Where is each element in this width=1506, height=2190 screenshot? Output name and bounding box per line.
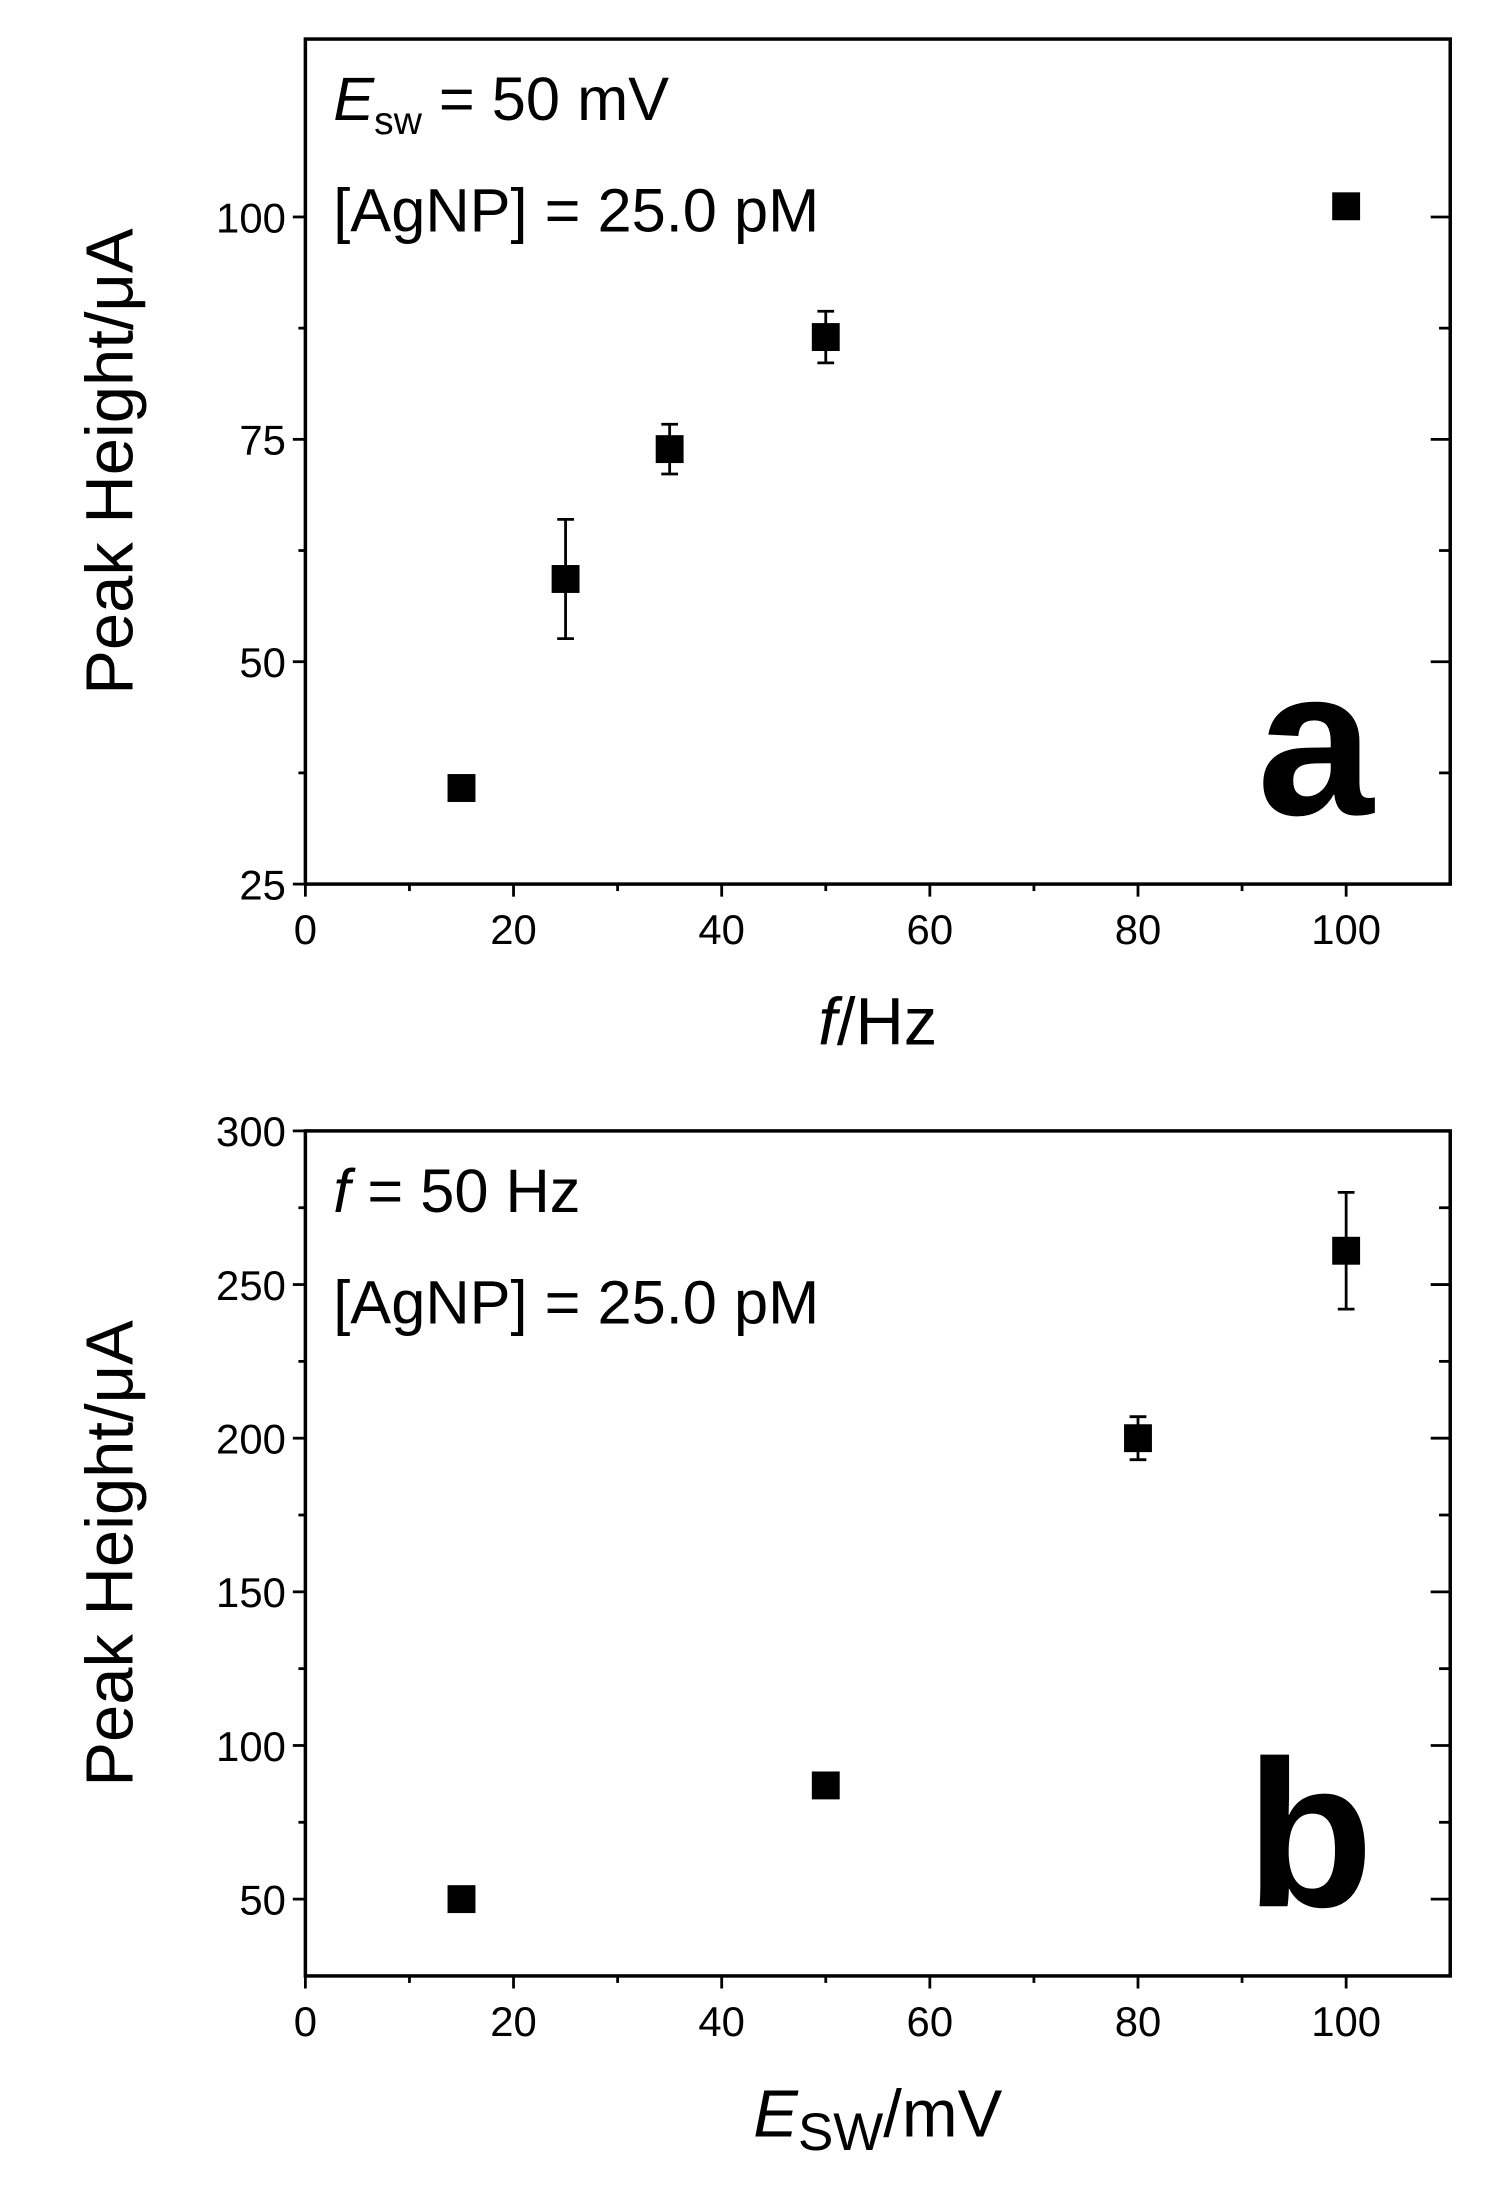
x-label-subscript: SW: [798, 2103, 883, 2162]
annotation: f = 50 Hz: [333, 1157, 580, 1226]
marker: [1124, 1424, 1152, 1453]
x-axis-label: ESW/mV: [753, 2076, 1002, 2162]
x-label-unit: /Hz: [837, 984, 937, 1059]
plot-frame: [303, 37, 1452, 886]
x-tick-label: 60: [907, 906, 954, 953]
panel-label: b: [1246, 1718, 1374, 1951]
y-tick-label: 200: [216, 1416, 286, 1463]
x-tick-label: 0: [294, 906, 317, 953]
y-tick-label: 75: [239, 417, 286, 464]
marker: [811, 323, 840, 351]
x-tick-label: 60: [907, 1998, 954, 2045]
marker: [811, 1771, 840, 1800]
x-label-unit: /mV: [883, 2076, 1002, 2151]
y-axis-label: Peak Height/μA: [72, 1320, 147, 1787]
marker: [551, 565, 580, 593]
x-axis-label: f/Hz: [818, 984, 937, 1059]
annotation-text: = 50 mV: [422, 65, 669, 134]
y-axis-label: Peak Height/μA: [72, 228, 147, 695]
y-tick-label: 100: [216, 1723, 286, 1770]
annotation: [AgNP] = 25.0 pM: [333, 1268, 819, 1337]
marker: [655, 435, 684, 464]
y-tick-label: 300: [216, 1108, 286, 1155]
annotation-symbol: E: [333, 65, 375, 134]
x-tick-label: 100: [1311, 1998, 1381, 2045]
annotation-subscript: sw: [374, 100, 423, 143]
marker: [1332, 1236, 1361, 1265]
annotation: Esw = 50 mV: [333, 65, 669, 143]
x-tick-label: 40: [698, 1998, 745, 2045]
x-tick-label: 20: [490, 1998, 537, 2045]
x-tick-label: 0: [294, 1998, 317, 2045]
x-tick-label: 20: [490, 906, 537, 953]
y-tick-label: 250: [216, 1262, 286, 1309]
x-tick-label: 80: [1115, 906, 1162, 953]
plot-frame: [303, 1129, 1452, 1978]
marker: [447, 1885, 476, 1914]
y-tick-label: 100: [216, 194, 286, 241]
marker: [1332, 192, 1361, 221]
x-tick-label: 40: [698, 906, 745, 953]
x-tick-label: 100: [1311, 906, 1381, 953]
x-tick-label: 80: [1115, 1998, 1162, 2045]
y-tick-label: 50: [239, 1876, 286, 1923]
y-tick-label: 150: [216, 1569, 286, 1616]
annotation: [AgNP] = 25.0 pM: [333, 176, 819, 245]
panel: 0 20 40 60 80 100 25 50 75 100 f/Hz Peak Height/μA E…: [72, 37, 1452, 1059]
y-tick-label: 25: [239, 861, 286, 908]
marker: [447, 774, 476, 802]
y-tick-label: 50: [239, 639, 286, 686]
panel-label: a: [1257, 626, 1375, 859]
x-label-symbol: E: [753, 2076, 799, 2151]
panel: 0 20 40 60 80 100 50 100 150 200 250 300 ESW/mV Peak …: [72, 1108, 1452, 2162]
annotation-text: = 50 Hz: [350, 1157, 580, 1226]
